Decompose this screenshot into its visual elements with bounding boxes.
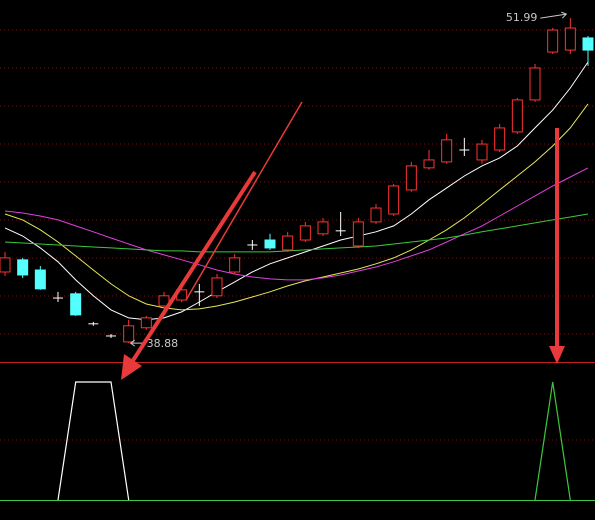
candle-body [529, 67, 541, 101]
candle-body [547, 29, 559, 53]
low-label: 38.88 [147, 337, 179, 350]
annotations [121, 101, 565, 380]
candle-body [123, 325, 135, 343]
high-label: 51.99 [506, 11, 538, 24]
candle-body [299, 225, 311, 241]
candle-body [511, 99, 523, 133]
ma-line [4, 61, 589, 321]
arrow-shaft [130, 170, 257, 364]
ma-line [4, 167, 589, 281]
candle-body [564, 27, 576, 51]
ma-line [4, 103, 589, 311]
candle-body [388, 185, 400, 215]
candle-body [476, 143, 488, 161]
candle-body [229, 257, 241, 273]
arrow-head [549, 346, 565, 364]
label-pointer [540, 11, 568, 19]
candle-body [34, 269, 46, 290]
signal-line [57, 381, 130, 501]
candle-body [17, 259, 29, 276]
candle-body [352, 221, 364, 247]
arrow-head [121, 354, 142, 380]
candle-body [405, 165, 417, 191]
candle-body [264, 239, 276, 249]
candle-body [158, 295, 170, 307]
signal-line [534, 381, 571, 501]
trend-line [185, 101, 303, 301]
candle-body [140, 317, 152, 329]
candle-body [0, 257, 11, 273]
candle-body [423, 159, 435, 169]
plot-area: 51.99 38.88 [0, 11, 594, 501]
candle-body [494, 127, 506, 151]
candle-body [317, 221, 329, 235]
ma-line [4, 213, 589, 253]
candle-body [582, 37, 594, 51]
candle-body [211, 277, 223, 297]
grid [0, 29, 595, 501]
candle-body [282, 235, 294, 251]
candle-body [370, 207, 382, 223]
candle-body [70, 293, 82, 316]
candle-body [441, 139, 453, 163]
